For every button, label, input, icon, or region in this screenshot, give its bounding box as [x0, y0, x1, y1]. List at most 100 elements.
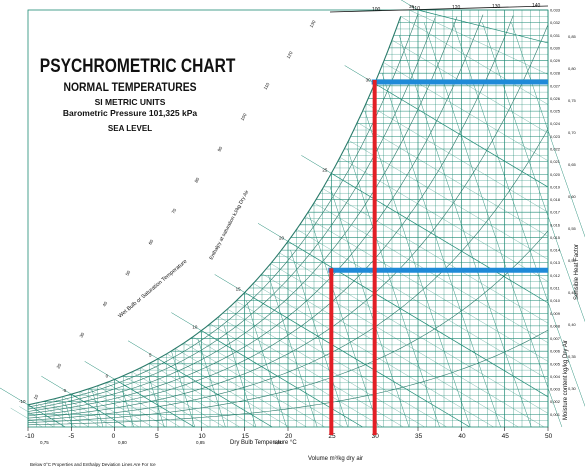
humidity-tick-label: 0,018 — [550, 197, 561, 202]
x-tick-label: 35 — [415, 433, 423, 440]
x-tick-label: 10 — [198, 433, 206, 440]
humidity-tick-label: 0,022 — [550, 147, 561, 152]
enthalpy-tick-label: 110 — [263, 81, 271, 90]
humidity-tick-label: 0,007 — [550, 336, 561, 341]
humidity-tick-label: 0,024 — [550, 121, 561, 126]
footnote: Below 0°C Properties and Enthalpy Deviat… — [30, 462, 156, 467]
x-axis-label: Dry Bulb Temperature °C — [230, 440, 297, 446]
wetbulb-tick-label: 30 — [366, 77, 372, 82]
wetbulb-line — [80, 392, 139, 427]
volume-tick-label: 0,80 — [118, 440, 127, 445]
shf-tick-label: 0,85 — [568, 34, 577, 39]
enthalpy-tick-label: 90 — [217, 145, 224, 152]
enthalpy-tick-label: 50 — [125, 269, 132, 276]
volume-axis-label: Volume m³/kg dry air — [308, 456, 363, 462]
wetbulb-line — [193, 337, 344, 427]
top-enthalpy-tick: 130 — [492, 4, 501, 10]
wetbulb-line — [383, 62, 548, 160]
wetbulb-tick-label: 25 — [322, 167, 328, 172]
shf-tick-label: 0,35 — [568, 354, 577, 359]
x-tick-label: 5 — [155, 433, 159, 440]
wetbulb-tick-label: 0 — [106, 373, 109, 378]
wetbulb-tick-label: -10 — [19, 399, 26, 404]
humidity-tick-label: 0,023 — [550, 134, 561, 139]
humidity-tick-label: 0,029 — [550, 58, 561, 63]
humidity-tick-label: 0,010 — [550, 298, 561, 303]
wetbulb-tick-label: -5 — [62, 388, 66, 393]
humidity-tick-label: 0,014 — [550, 248, 561, 253]
shf-tick-label: 0,55 — [568, 226, 577, 231]
humidity-tick-label: 0,027 — [550, 83, 561, 88]
wetbulb-line — [297, 229, 548, 379]
enthalpy-tick-label: 120 — [286, 50, 294, 59]
humidity-tick-label: 0,003 — [550, 387, 561, 392]
x-tick-label: 45 — [502, 433, 510, 440]
enthalpy-tick-label: 60 — [148, 238, 155, 245]
shf-tick-label: 0,75 — [568, 98, 577, 103]
humidity-tick-label: 0,019 — [550, 184, 561, 189]
top-enthalpy-tick: 120 — [452, 5, 461, 11]
wetbulb-tick-label: 10 — [192, 325, 198, 330]
humidity-tick-label: 0,013 — [550, 260, 561, 265]
humidity-tick-label: 0,017 — [550, 210, 561, 215]
x-tick-label: -10 — [25, 433, 35, 440]
enthalpy-tick-label: 130 — [309, 19, 317, 28]
wetbulb-axis-label: Wet Bulb or Saturation Temperature — [117, 259, 188, 320]
humidity-tick-label: 0,021 — [550, 159, 561, 164]
humidity-tick-label: 0,002 — [550, 399, 561, 404]
enthalpy-guide — [41, 376, 71, 394]
x-tick-label: 40 — [458, 433, 466, 440]
x-tick-label: -5 — [68, 433, 74, 440]
humidity-tick-label: 0,008 — [550, 323, 561, 328]
chart-title: PSYCHROMETRIC CHART — [40, 56, 220, 78]
wetbulb-line — [158, 359, 272, 427]
x-tick-label: 20 — [285, 433, 293, 440]
moisture-axis-label: Moisture content kg/kg Dry Air — [563, 340, 569, 420]
shf-tick-label: 0,60 — [568, 194, 577, 199]
x-tick-label: 15 — [242, 433, 250, 440]
wetbulb-tick-label: 35 — [409, 4, 415, 9]
humidity-tick-label: 0,028 — [550, 71, 561, 76]
shf-tick-label: 0,80 — [568, 66, 577, 71]
wetbulb-tick-label: 20 — [279, 235, 285, 240]
humidity-tick-label: 0,016 — [550, 222, 561, 227]
volume-tick-label: 0,75 — [40, 440, 49, 445]
pressure-label: Barometric Pressure 101,325 kPa — [20, 108, 240, 118]
enthalpy-tick-label: 100 — [240, 112, 248, 121]
humidity-tick-label: 0,005 — [550, 361, 561, 366]
enthalpy-tick-label: 10 — [33, 393, 40, 400]
enthalpy-tick-label: 20 — [56, 362, 63, 369]
top-enthalpy-scale — [330, 6, 548, 12]
top-enthalpy-tick: 100 — [372, 7, 381, 13]
humidity-tick-label: 0,033 — [550, 8, 561, 13]
chart-subtitle: NORMAL TEMPERATURES — [31, 82, 229, 94]
humidity-tick-label: 0,001 — [550, 412, 561, 417]
enthalpy-axis-label: Enthalpy at saturation kJ/kg Dry Air — [208, 189, 250, 261]
units-label: SI METRIC UNITS — [20, 97, 240, 107]
shf-tick-label: 0,30 — [568, 386, 577, 391]
humidity-tick-label: 0,015 — [550, 235, 561, 240]
humidity-tick-label: 0,025 — [550, 109, 561, 114]
humidity-tick-label: 0,031 — [550, 33, 561, 38]
shf-tick-label: 0,40 — [568, 322, 577, 327]
shf-tick-label: 0,65 — [568, 162, 577, 167]
enthalpy-tick-label: 70 — [171, 207, 178, 214]
title-block: PSYCHROMETRIC CHART NORMAL TEMPERATURES … — [20, 56, 240, 133]
x-tick-label: 0 — [112, 433, 116, 440]
humidity-tick-label: 0,009 — [550, 311, 561, 316]
wetbulb-line — [349, 140, 548, 259]
volume-tick-label: 0,85 — [196, 440, 205, 445]
shf-axis-label: Sensible Heat Factor — [574, 244, 580, 300]
humidity-tick-label: 0,026 — [550, 96, 561, 101]
wetbulb-line — [71, 394, 126, 427]
humidity-tick-label: 0,032 — [550, 20, 561, 25]
enthalpy-guide — [85, 361, 115, 379]
enthalpy-tick-label: 80 — [194, 176, 201, 183]
enthalpy-tick-label: 40 — [102, 300, 109, 307]
wetbulb-tick-label: 15 — [236, 286, 242, 291]
sea-level-label: SEA LEVEL — [20, 124, 240, 133]
humidity-tick-label: 0,020 — [550, 172, 561, 177]
wetbulb-line — [175, 349, 306, 427]
top-enthalpy-tick: 140 — [532, 3, 541, 9]
